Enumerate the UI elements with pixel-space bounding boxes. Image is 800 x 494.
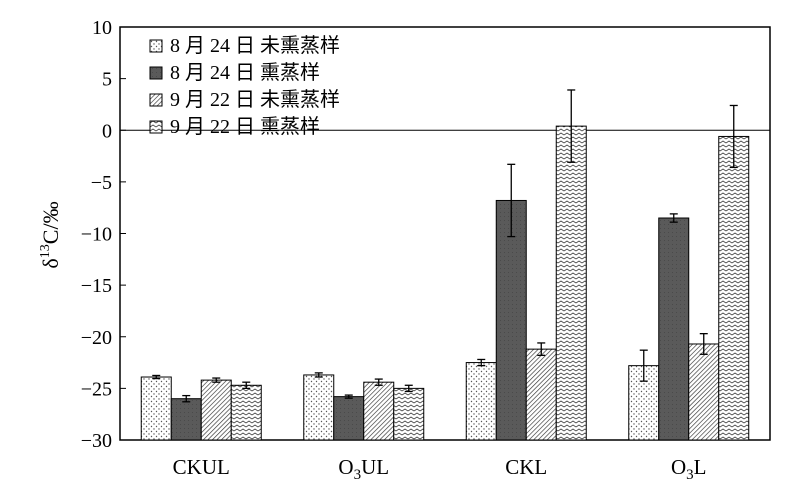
bar [200, 379, 232, 441]
x-tick-label: CKUL [173, 455, 230, 479]
y-tick-label: −30 [81, 430, 112, 452]
bar [718, 135, 750, 441]
x-tick-label: O3L [671, 455, 707, 483]
bar [555, 125, 587, 441]
bar [333, 396, 365, 441]
legend-swatch [149, 120, 163, 134]
y-tick-label: −25 [81, 378, 112, 400]
y-tick-label: −15 [81, 275, 112, 297]
y-tick-label: −20 [81, 327, 112, 349]
legend-swatch [149, 39, 163, 53]
x-tick-label: CKL [505, 455, 547, 479]
legend: 8 月 24 日 未熏蒸样 8 月 24 日 熏蒸样 9 月 22 日 未熏蒸样 9 … [149, 34, 340, 138]
legend-label: 8 月 24 日 未熏蒸样 [170, 34, 340, 57]
y-axis-title: δ13C/‰ [38, 201, 63, 268]
y-axis: 10 5 0 −5 −10 −15 −20 −25 −30 [81, 17, 126, 452]
bar [140, 376, 172, 441]
legend-label: 9 月 22 日 熏蒸样 [170, 115, 320, 138]
bar [465, 362, 497, 441]
legend-swatch [149, 93, 163, 107]
legend-label: 8 月 24 日 熏蒸样 [170, 61, 320, 84]
bar [230, 384, 262, 441]
y-tick-label: 0 [102, 120, 112, 142]
bar [658, 217, 690, 441]
bar [688, 343, 720, 441]
bar [525, 348, 557, 441]
y-tick-label: −10 [81, 224, 112, 246]
error-bars-group [152, 89, 738, 403]
y-tick-label: −5 [91, 172, 112, 194]
bar [303, 374, 335, 441]
legend-label: 9 月 22 日 未熏蒸样 [170, 88, 340, 111]
bars-group [140, 125, 750, 441]
legend-swatch [149, 66, 163, 80]
y-tick-label: 10 [92, 17, 112, 39]
bar [170, 398, 202, 441]
y-tick-label: 5 [102, 69, 112, 91]
x-axis-labels: CKUL O3UL CKL O3L [173, 455, 707, 483]
bar [495, 199, 527, 441]
bar [393, 387, 425, 441]
x-tick-label: O3UL [338, 455, 389, 483]
bar [363, 381, 395, 441]
